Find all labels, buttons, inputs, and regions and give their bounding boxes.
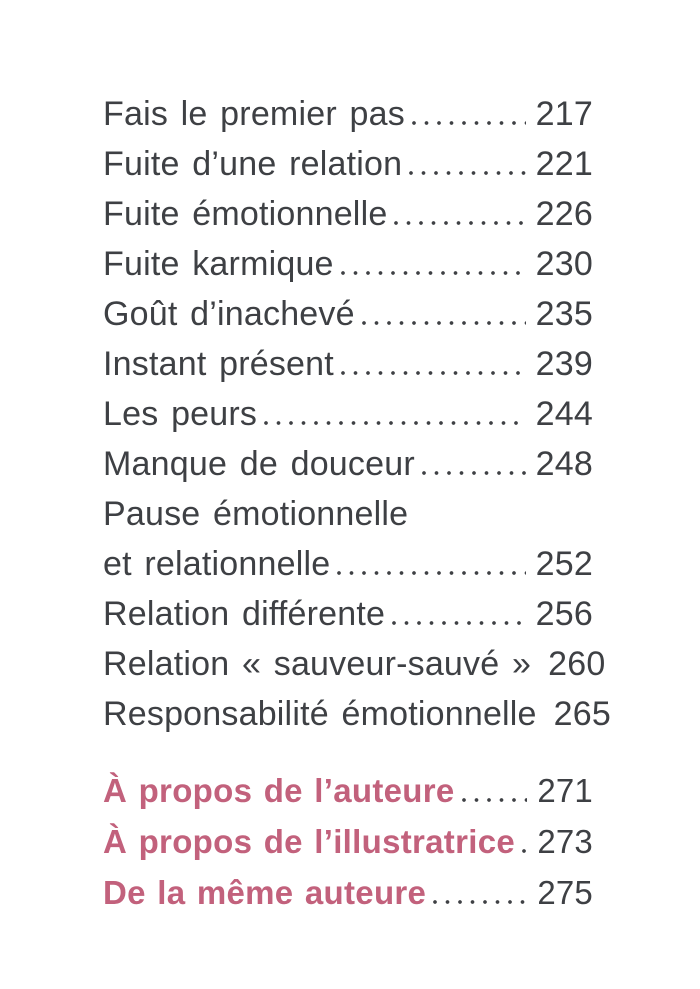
dot-leader (337, 571, 526, 575)
dot-leader (340, 371, 526, 375)
toc-entry-page: 217 (535, 95, 593, 133)
toc-entry: Relation « sauveur-sauvé » 260 (103, 639, 605, 689)
toc-entry-page: 265 (553, 695, 611, 733)
toc-entry: De la même auteure 275 (103, 867, 593, 918)
toc-entry: À propos de l’auteure 271 (103, 765, 593, 816)
toc-entry-page: 271 (537, 772, 593, 809)
toc-entry-page: 221 (535, 145, 593, 183)
toc-entry-page: 252 (535, 545, 593, 583)
dot-leader (522, 849, 528, 853)
toc-entry-title: Pause émotionnelle (103, 495, 409, 533)
toc-entry-title: Manque de douceur (103, 445, 415, 483)
toc-entry-title: Fais le premier pas (103, 95, 405, 133)
toc-entry: Fuite d’une relation 221 (103, 139, 593, 189)
toc-entry: À propos de l’illustratrice 273 (103, 816, 593, 867)
dot-leader (394, 221, 526, 225)
toc-entry-title: Fuite émotionnelle (103, 195, 388, 233)
toc-entry-title: Fuite d’une relation (103, 145, 403, 183)
toc-entry: Relation différente 256 (103, 589, 593, 639)
toc-entry-title: Responsabilité émotionnelle (103, 695, 537, 733)
toc-entry-title: Les peurs (103, 395, 258, 433)
toc-entry-title: et relationnelle (103, 545, 331, 583)
dot-leader (461, 798, 528, 802)
dot-leader (421, 471, 526, 475)
toc-entry: Manque de douceur 248 (103, 439, 593, 489)
toc-entry-page: 248 (535, 445, 593, 483)
toc-entry-page: 226 (535, 195, 593, 233)
toc-entry-page: 275 (537, 874, 593, 911)
toc-entry-title: À propos de l’illustratrice (103, 823, 516, 860)
toc-entry: Instant présent 239 (103, 339, 593, 389)
toc-entry: et relationnelle 252 (103, 539, 593, 589)
toc-entry: Les peurs 244 (103, 389, 593, 439)
toc-entry: Fuite karmique 230 (103, 239, 593, 289)
toc-entry-title: Relation différente (103, 595, 386, 633)
toc-entry-page: 260 (548, 645, 606, 683)
toc-entry: Goût d’inachevé 235 (103, 289, 593, 339)
toc-main-section: Fais le premier pas 217 Fuite d’une rela… (103, 89, 611, 739)
toc-entry-title: Instant présent (103, 345, 334, 383)
toc-entry-page: 273 (537, 823, 593, 860)
toc-entry: Fuite émotionnelle 226 (103, 189, 593, 239)
dot-leader (409, 171, 526, 175)
dot-leader (411, 121, 526, 125)
toc-entry-page: 235 (535, 295, 593, 333)
dot-leader (361, 321, 526, 325)
toc-entry-page: 239 (535, 345, 593, 383)
toc-accent-section: À propos de l’auteure 271 À propos de l’… (103, 765, 593, 918)
toc-entry-page: 230 (535, 245, 593, 283)
toc-entry: Pause émotionnelle (103, 489, 593, 539)
dot-leader (340, 271, 526, 275)
toc-entry-title: Goût d’inachevé (103, 295, 355, 333)
dot-leader (433, 900, 528, 904)
dot-leader (392, 621, 526, 625)
toc-entry-title: Relation « sauveur-sauvé » (103, 645, 532, 683)
toc-entry-page: 256 (535, 595, 593, 633)
dot-leader (264, 421, 526, 425)
toc-entry: Fais le premier pas 217 (103, 89, 593, 139)
toc-entry-title: À propos de l’auteure (103, 772, 455, 809)
toc-entry-title: Fuite karmique (103, 245, 334, 283)
toc-entry: Responsabilité émotionnelle 265 (103, 689, 611, 739)
toc-entry-title: De la même auteure (103, 874, 427, 911)
toc-entry-page: 244 (535, 395, 593, 433)
